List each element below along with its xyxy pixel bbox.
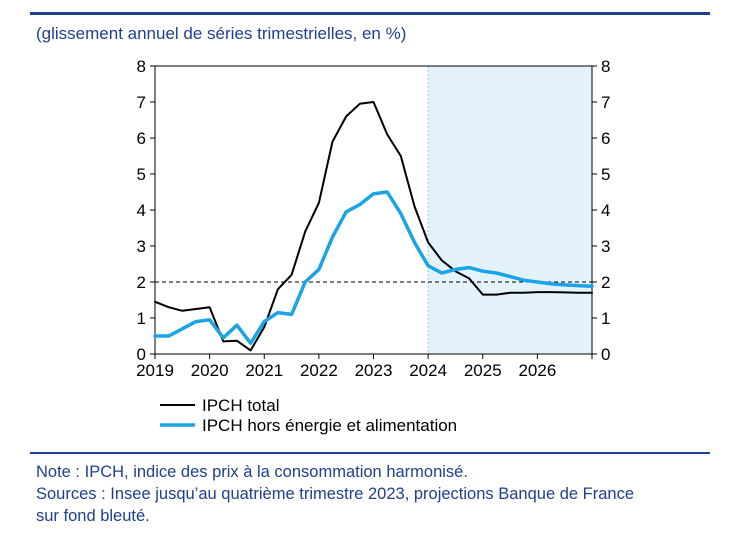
y-tick-label-right: 5	[601, 165, 610, 184]
y-tick-label-right: 8	[601, 57, 610, 76]
y-tick-label-left: 8	[137, 57, 146, 76]
x-tick-label: 2025	[464, 361, 502, 380]
y-tick-label-right: 0	[601, 345, 610, 364]
y-tick-label-right: 2	[601, 273, 610, 292]
chart-subtitle: (glissement annuel de séries trimestriel…	[36, 24, 407, 43]
y-tick-label-left: 5	[137, 165, 146, 184]
y-tick-label-right: 4	[601, 201, 610, 220]
x-tick-label: 2020	[191, 361, 229, 380]
sources-line: Sources : Insee jusqu’au quatrième trime…	[36, 485, 635, 503]
series-line-ipch-total	[154, 101, 593, 352]
bottom-rule	[30, 452, 710, 454]
y-tick-label-left: 2	[137, 273, 146, 292]
y-tick-label-left: 1	[137, 309, 146, 328]
legend-label: IPCH hors énergie et alimentation	[202, 416, 457, 435]
x-tick-label: 2026	[518, 361, 556, 380]
y-tick-label-left: 4	[137, 201, 146, 220]
y-tick-label-left: 3	[137, 237, 146, 256]
line-chart: 0 0 1 1 2 2 3 3 4 4 5 5 6 6 7 7 8 8 2019 2020 2021 2022 2023 20…	[136, 57, 610, 435]
sources-line-continued: sur fond bleuté.	[36, 507, 150, 525]
note-line: Note : IPCH, indice des prix à la consom…	[36, 463, 468, 481]
projection-shading	[428, 66, 592, 354]
top-rule	[30, 12, 710, 15]
chart-notes: Note : IPCH, indice des prix à la consom…	[36, 461, 716, 527]
legend-label: IPCH total	[202, 396, 279, 415]
x-tick-label: 2021	[245, 361, 283, 380]
y-tick-label-left: 0	[137, 345, 146, 364]
x-tick-label: 2023	[355, 361, 393, 380]
y-tick-label-right: 3	[601, 237, 610, 256]
x-tick-label: 2024	[409, 361, 447, 380]
y-tick-label-right: 7	[601, 93, 610, 112]
y-tick-label-left: 7	[137, 93, 146, 112]
y-tick-label-right: 6	[601, 129, 610, 148]
y-tick-label-right: 1	[601, 309, 610, 328]
series-line-ipch-core	[153, 190, 594, 345]
x-tick-label: 2019	[136, 361, 174, 380]
y-tick-label-left: 6	[137, 129, 146, 148]
x-tick-label: 2022	[300, 361, 338, 380]
